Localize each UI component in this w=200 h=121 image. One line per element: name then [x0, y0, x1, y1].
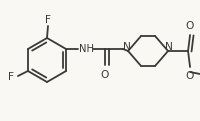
- Text: NH: NH: [78, 44, 93, 54]
- Text: O: O: [185, 71, 193, 81]
- Text: O: O: [185, 21, 193, 31]
- Text: N: N: [123, 42, 130, 52]
- Text: F: F: [8, 72, 14, 82]
- Text: N: N: [164, 42, 172, 52]
- Text: O: O: [100, 70, 109, 80]
- Text: F: F: [45, 15, 51, 25]
